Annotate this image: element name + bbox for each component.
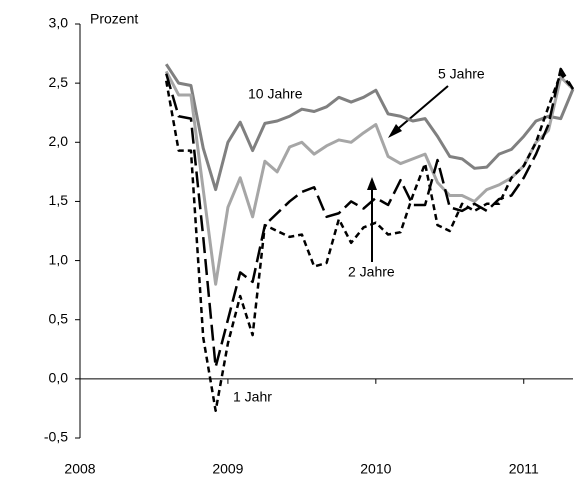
y-tick-label: 1,5 <box>49 192 69 208</box>
series-line <box>165 72 574 413</box>
x-tick-label: 2011 <box>509 461 539 477</box>
y-tick-label: 3,0 <box>49 15 69 31</box>
x-tick-label: 2009 <box>212 461 243 477</box>
series-line <box>164 70 575 286</box>
series-line <box>165 67 575 369</box>
arrowhead <box>388 124 402 138</box>
arrowhead <box>367 177 377 190</box>
x-tick-label: 2010 <box>360 461 391 477</box>
series-label: 10 Jahre <box>248 86 303 102</box>
series-label: 2 Jahre <box>348 264 395 280</box>
y-tick-label: 1,0 <box>49 251 69 267</box>
y-tick-label: 2,0 <box>49 133 69 149</box>
arrow <box>392 85 449 134</box>
y-tick-label: -0,5 <box>44 429 68 445</box>
series-line <box>164 63 575 192</box>
y-tick-label: 2,5 <box>49 74 69 90</box>
series-label: 1 Jahr <box>233 389 272 405</box>
x-tick-label: 2008 <box>64 461 95 477</box>
y-axis-label: Prozent <box>90 11 138 27</box>
y-tick-label: 0,0 <box>49 370 69 386</box>
series-label: 5 Jahre <box>438 66 485 82</box>
y-tick-label: 0,5 <box>49 310 69 326</box>
